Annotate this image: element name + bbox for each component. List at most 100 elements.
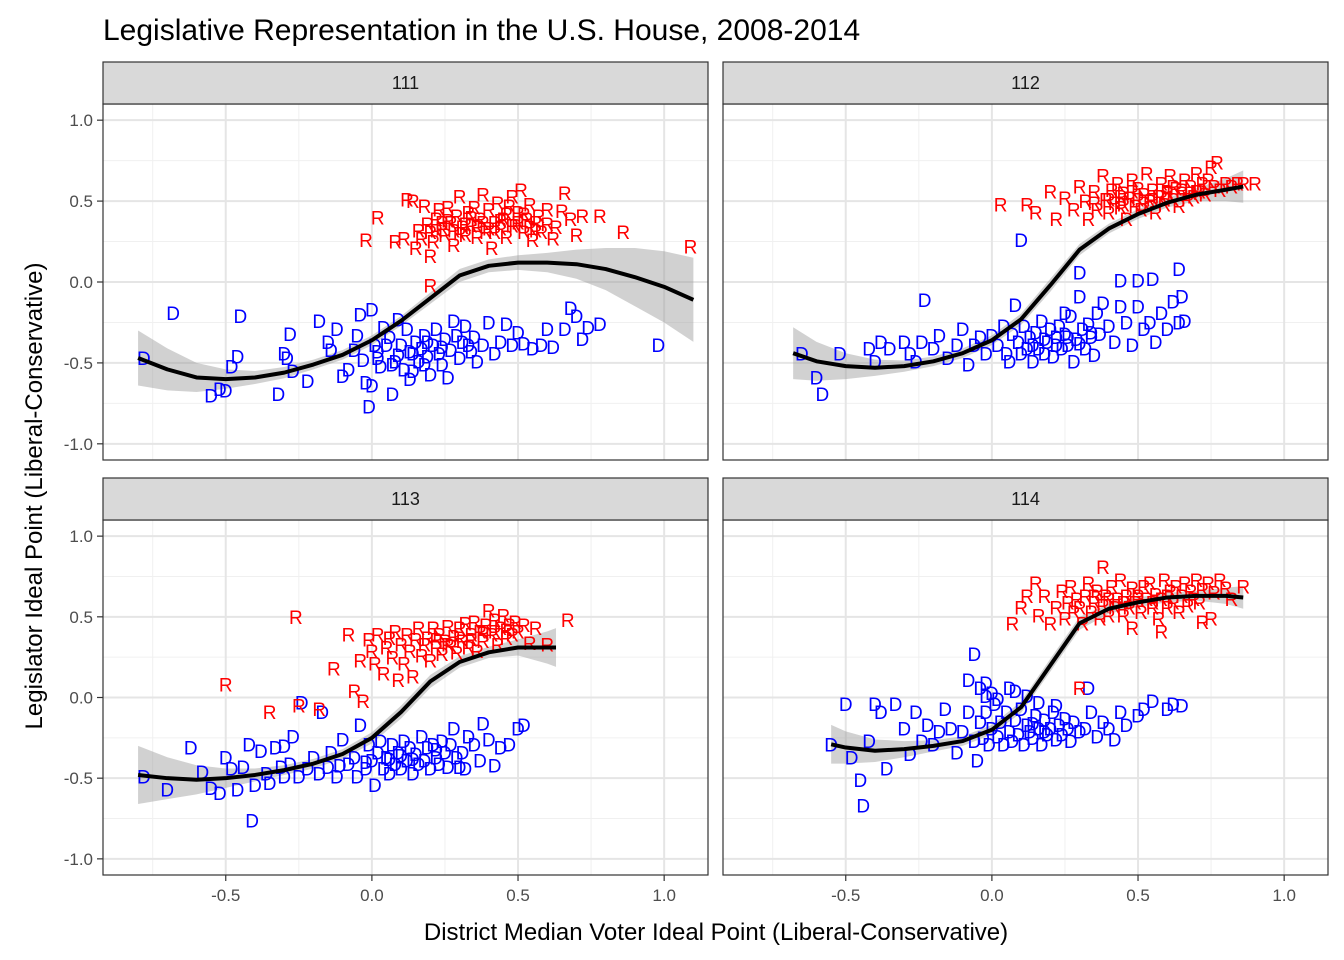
point-R: R bbox=[1111, 174, 1125, 195]
point-R: R bbox=[1172, 603, 1186, 624]
point-R: R bbox=[312, 700, 326, 721]
point-D: D bbox=[347, 748, 361, 769]
point-D: D bbox=[160, 781, 174, 802]
y-tick-label: -0.5 bbox=[64, 769, 93, 788]
point-D: D bbox=[1046, 703, 1060, 724]
point-R: R bbox=[1049, 598, 1063, 619]
point-R: R bbox=[391, 671, 405, 692]
point-R: R bbox=[368, 655, 382, 676]
point-R: R bbox=[388, 233, 402, 254]
point-R: R bbox=[461, 639, 475, 660]
point-D: D bbox=[1017, 735, 1031, 756]
point-D: D bbox=[461, 336, 475, 357]
point-R: R bbox=[1061, 593, 1075, 614]
point-R: R bbox=[575, 207, 589, 228]
point-D: D bbox=[429, 748, 443, 769]
point-D: D bbox=[1149, 333, 1163, 354]
point-D: D bbox=[447, 312, 461, 333]
point-D: D bbox=[312, 312, 326, 333]
point-R: R bbox=[499, 205, 513, 226]
point-D: D bbox=[403, 343, 417, 364]
point-D: D bbox=[1046, 348, 1060, 369]
point-D: D bbox=[421, 333, 435, 354]
point-R: R bbox=[1029, 574, 1043, 595]
point-D: D bbox=[903, 344, 917, 365]
point-D: D bbox=[1102, 719, 1116, 740]
point-D: D bbox=[467, 328, 481, 349]
point-R: R bbox=[488, 622, 502, 643]
point-R: R bbox=[476, 213, 490, 234]
point-D: D bbox=[254, 742, 268, 763]
point-D: D bbox=[219, 382, 233, 403]
point-R: R bbox=[529, 213, 543, 234]
point-R: R bbox=[219, 676, 233, 697]
point-R: R bbox=[1079, 192, 1093, 213]
point-R: R bbox=[564, 210, 578, 231]
point-D: D bbox=[505, 336, 519, 357]
point-D: D bbox=[184, 739, 198, 760]
point-D: D bbox=[1067, 352, 1081, 373]
point-R: R bbox=[371, 626, 385, 647]
point-R: R bbox=[453, 187, 467, 208]
point-D: D bbox=[1041, 333, 1055, 354]
point-R: R bbox=[517, 223, 531, 244]
point-R: R bbox=[1096, 166, 1110, 187]
point-D: D bbox=[1026, 336, 1040, 357]
point-D: D bbox=[1052, 317, 1066, 338]
point-D: D bbox=[236, 758, 250, 779]
point-D: D bbox=[991, 727, 1005, 748]
point-R: R bbox=[1125, 171, 1139, 192]
point-D: D bbox=[1061, 336, 1075, 357]
point-D: D bbox=[429, 320, 443, 341]
y-tick-label: 1.0 bbox=[69, 527, 93, 546]
point-D: D bbox=[330, 320, 344, 341]
point-D: D bbox=[833, 344, 847, 365]
point-D: D bbox=[350, 768, 364, 789]
point-D: D bbox=[570, 307, 584, 328]
point-D: D bbox=[1043, 719, 1057, 740]
point-R: R bbox=[1181, 597, 1195, 618]
point-D: D bbox=[342, 361, 356, 382]
point-R: R bbox=[406, 192, 420, 213]
point-R: R bbox=[508, 216, 522, 237]
point-D: D bbox=[651, 336, 665, 357]
point-R: R bbox=[453, 619, 467, 640]
point-D: D bbox=[482, 731, 496, 752]
point-R: R bbox=[1134, 603, 1148, 624]
point-D: D bbox=[950, 743, 964, 764]
facet-panel-114: DDDDDDDDDDDDDDDDDDDDDDDDDDDDDDDDDDDDDDDD… bbox=[722, 477, 1329, 905]
point-R: R bbox=[488, 611, 502, 632]
point-D: D bbox=[1064, 307, 1078, 328]
point-R: R bbox=[546, 229, 560, 250]
point-R: R bbox=[555, 202, 569, 223]
point-D: D bbox=[932, 723, 946, 744]
point-R: R bbox=[397, 229, 411, 250]
point-R: R bbox=[549, 218, 563, 239]
point-R: R bbox=[1146, 593, 1160, 614]
facet-strip-label: 111 bbox=[392, 73, 419, 93]
point-D: D bbox=[985, 684, 999, 705]
point-R: R bbox=[1099, 191, 1113, 212]
point-D: D bbox=[204, 386, 218, 407]
point-D: D bbox=[1079, 339, 1093, 360]
y-tick-label: -1.0 bbox=[64, 850, 93, 869]
point-D: D bbox=[342, 755, 356, 776]
point-D: D bbox=[391, 346, 405, 367]
point-D: D bbox=[263, 774, 277, 795]
grid bbox=[103, 104, 708, 460]
smooth-line bbox=[137, 645, 557, 782]
point-D: D bbox=[1073, 288, 1087, 309]
point-D: D bbox=[383, 328, 397, 349]
point-D: D bbox=[1049, 336, 1063, 357]
point-D: D bbox=[464, 343, 478, 364]
point-R: R bbox=[432, 200, 446, 221]
point-D: D bbox=[333, 756, 347, 777]
point-D: D bbox=[1160, 700, 1174, 721]
point-D: D bbox=[1014, 231, 1028, 252]
smooth-line bbox=[830, 593, 1244, 753]
point-D: D bbox=[385, 735, 399, 756]
point-R: R bbox=[426, 233, 440, 254]
point-R: R bbox=[429, 639, 443, 660]
point-R: R bbox=[505, 216, 519, 237]
